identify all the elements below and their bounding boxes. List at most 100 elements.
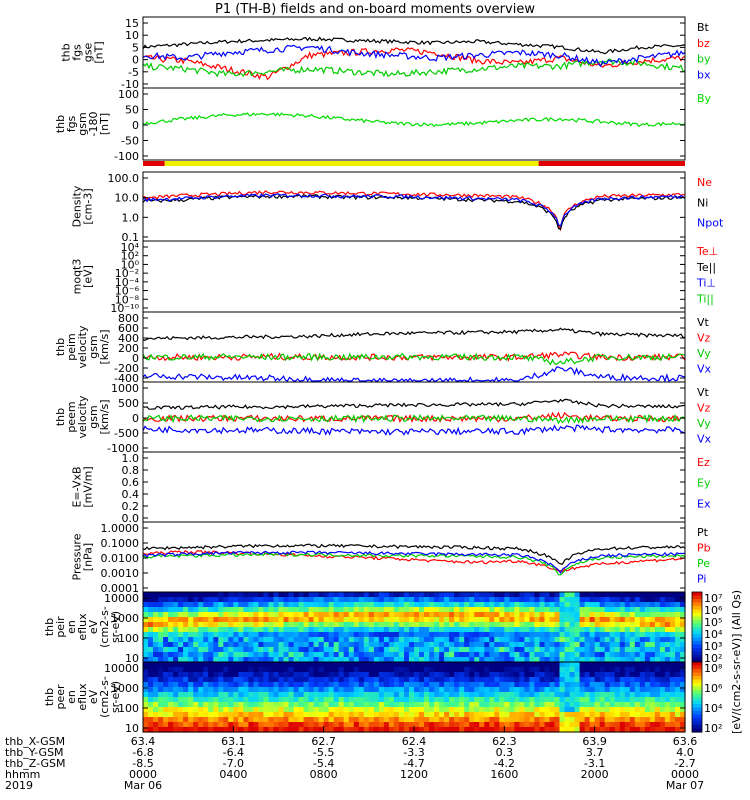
y-tick-label: -1000 [107, 442, 139, 455]
legend-label: Ni [697, 196, 708, 209]
x-tick-label: -6.8 [132, 746, 153, 759]
y-axis-label-line: (cm2-s- [98, 606, 111, 648]
y-tick-label: 0.0010 [101, 567, 140, 580]
x-tick-label: 62.4 [402, 735, 427, 748]
y-axis-label-line: thb [54, 408, 67, 426]
x-axis-row-label: hhmm [5, 768, 40, 781]
series-line-Vt [142, 398, 685, 410]
y-tick-label: 10.0 [115, 192, 140, 205]
figure-title: P1 (TH-B) fields and on-board moments ov… [215, 2, 535, 17]
colorbar-tick-label: 10² [704, 652, 722, 665]
y-tick-label: 10⁻⁸ [115, 293, 140, 306]
legend-label: Vy [697, 417, 711, 430]
x-axis-row-label: thb_Z-GSM [5, 757, 65, 770]
panel-frame [142, 451, 686, 523]
y-tick-label: 1.0 [122, 452, 140, 465]
y-axis-label-line: peim [65, 333, 78, 361]
y-tick-label: -100 [114, 150, 139, 163]
series-line-Vy [142, 413, 686, 425]
x-tick-label: -6.4 [223, 746, 244, 759]
series-line-Pe [143, 552, 686, 576]
x-tick-label: -4.7 [403, 757, 424, 770]
legend-label: Pt [697, 526, 709, 539]
x-axis-row-label: 2019 [5, 779, 33, 792]
y-axis-label-line: [km/s] [98, 399, 111, 434]
y-tick-label: 10000 [104, 592, 139, 605]
y-axis-label-line: velocity [76, 395, 89, 438]
y-tick-label: 10⁻² [115, 267, 139, 280]
y-tick-label: 1000 [111, 382, 139, 395]
y-tick-label: -200 [114, 362, 139, 375]
y-tick-label: -400 [114, 372, 139, 385]
y-tick-label: 100 [118, 702, 139, 715]
y-axis-label-line: gsm [87, 335, 100, 358]
legend-label: Ne [697, 176, 712, 189]
y-tick-label: -50 [121, 135, 139, 148]
y-tick-label: 800 [118, 312, 139, 325]
y-tick-label: 100.0 [108, 172, 140, 185]
y-tick-label: 10² [121, 250, 139, 263]
y-axis-label-line: gsm [87, 405, 100, 428]
y-tick-label: 10⁻¹⁰ [110, 302, 139, 315]
y-axis-label: Pressure[nPa] [71, 533, 95, 580]
y-axis-label-line: peir [54, 616, 67, 638]
legend-label: Pb [697, 542, 711, 555]
y-axis-label: Density[cm-3] [71, 185, 95, 227]
y-axis-label-line: fgs [71, 44, 84, 61]
y-tick-label: 10⁰ [121, 258, 140, 271]
x-axis-row-label: thb_Y-GSM [5, 746, 64, 759]
y-tick-label: 0 [132, 119, 139, 132]
legend-label: Vy [697, 347, 711, 360]
y-axis-label-line: fgs [65, 115, 78, 132]
x-tick-label: 1200 [400, 768, 428, 781]
series-line-bx [142, 44, 686, 68]
x-tick-label: 4.0 [676, 746, 694, 759]
series-line-Bt [142, 36, 686, 55]
colorbar-tick-label: 10³ [704, 640, 722, 653]
legend-label: Vz [697, 332, 711, 345]
panel-frame [142, 171, 686, 242]
x-tick-label: -2.7 [674, 757, 695, 770]
y-tick-label: -5 [128, 66, 139, 79]
y-tick-label: 50 [125, 104, 139, 117]
colorbar-label: [eV/(cm2-s-sr-eV)] (All Qs) [730, 590, 743, 734]
colorbar [691, 661, 703, 733]
legend-label: Vt [697, 316, 710, 329]
x-axis-row-label: thb_X-GSM [5, 735, 65, 748]
y-tick-label: 400 [118, 332, 139, 345]
legend-label: Ex [697, 497, 711, 510]
y-axis-label-line: sr-eV) [109, 611, 122, 643]
y-axis-label-line: (cm2-s- [98, 676, 111, 718]
legend-label: Vx [697, 363, 712, 376]
y-tick-label: 1.0 [122, 211, 140, 224]
y-tick-label: 0 [132, 54, 139, 67]
y-tick-label: 10⁴ [121, 241, 140, 254]
x-tick-label: -5.4 [313, 757, 334, 770]
y-axis-label-line: thb [43, 618, 56, 636]
y-axis-label-line: thb [43, 688, 56, 706]
colorbar-tick-label: 10⁵ [704, 616, 722, 629]
x-tick-label: 62.7 [311, 735, 336, 748]
y-tick-label: 0 [132, 412, 139, 425]
x-tick-label: 1600 [490, 768, 518, 781]
y-axis-label-line: velocity [76, 325, 89, 368]
series-line-Vt [142, 327, 686, 341]
colorbar [691, 591, 703, 663]
y-axis-label-line: gse [82, 43, 95, 63]
y-axis-label-line: peem [65, 401, 78, 432]
y-axis-label-line: eV [87, 689, 100, 704]
legend-label: Vz [697, 402, 711, 415]
x-tick-label: 0800 [310, 768, 338, 781]
y-tick-label: 10 [125, 29, 139, 42]
y-axis-label-line: E=-VxB [71, 466, 84, 507]
y-tick-label: 1000 [111, 612, 139, 625]
y-tick-label: 0.2 [122, 500, 140, 513]
mode-bar-segment [143, 161, 165, 166]
y-tick-label: 100 [118, 632, 139, 645]
x-tick-label: 62.3 [492, 735, 517, 748]
x-tick-label: -8.5 [132, 757, 153, 770]
y-tick-label: 0.1 [122, 231, 140, 244]
